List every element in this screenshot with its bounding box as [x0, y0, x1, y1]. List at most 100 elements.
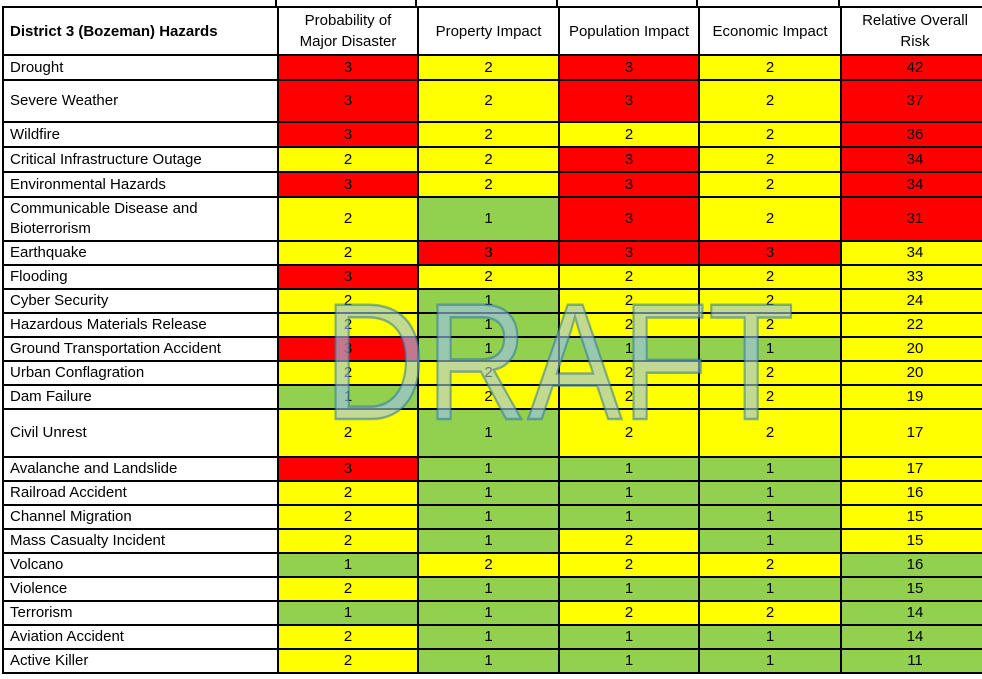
value-cell: 1 [560, 506, 698, 528]
value-cell: 3 [560, 81, 698, 121]
hazard-name: Avalanche and Landslide [4, 458, 277, 480]
value-cell: 2 [700, 290, 840, 312]
value-cell: 1 [700, 506, 840, 528]
hazard-name: Mass Casualty Incident [4, 530, 277, 552]
value-cell: 2 [279, 148, 417, 171]
value-cell: 1 [700, 530, 840, 552]
column-header-probability: Probability of Major Disaster [279, 8, 417, 54]
hazard-name: Dam Failure [4, 386, 277, 408]
value-cell: 2 [279, 290, 417, 312]
value-cell: 22 [842, 314, 982, 336]
value-cell: 1 [560, 338, 698, 360]
value-cell: 3 [279, 458, 417, 480]
hazard-name: Wildfire [4, 123, 277, 146]
column-header-economic-impact: Economic Impact [700, 8, 840, 54]
value-cell: 16 [842, 554, 982, 576]
value-cell: 2 [419, 173, 558, 196]
value-cell: 3 [560, 173, 698, 196]
value-cell: 1 [700, 458, 840, 480]
value-cell: 34 [842, 173, 982, 196]
value-cell: 14 [842, 626, 982, 648]
value-cell: 33 [842, 266, 982, 288]
value-cell: 3 [560, 148, 698, 171]
value-cell: 1 [279, 386, 417, 408]
value-cell: 14 [842, 602, 982, 624]
table-title: District 3 (Bozeman) Hazards [4, 8, 277, 54]
value-cell: 34 [842, 242, 982, 264]
hazard-name: Severe Weather [4, 81, 277, 121]
value-cell: 1 [419, 458, 558, 480]
hazard-name: Drought [4, 56, 277, 79]
value-cell: 2 [279, 650, 417, 672]
value-cell: 2 [279, 482, 417, 504]
column-header-population-impact: Population Impact [560, 8, 698, 54]
value-cell: 2 [560, 314, 698, 336]
value-cell: 17 [842, 458, 982, 480]
value-cell: 37 [842, 81, 982, 121]
hazard-name: Volcano [4, 554, 277, 576]
value-cell: 2 [700, 410, 840, 456]
value-cell: 2 [700, 56, 840, 79]
value-cell: 20 [842, 338, 982, 360]
value-cell: 15 [842, 530, 982, 552]
value-cell: 2 [279, 362, 417, 384]
value-cell: 3 [560, 198, 698, 240]
value-cell: 15 [842, 578, 982, 600]
value-cell: 2 [419, 266, 558, 288]
value-cell: 19 [842, 386, 982, 408]
value-cell: 1 [700, 650, 840, 672]
value-cell: 1 [419, 578, 558, 600]
value-cell: 2 [419, 362, 558, 384]
value-cell: 2 [279, 530, 417, 552]
value-cell: 2 [560, 602, 698, 624]
hazard-name: Environmental Hazards [4, 173, 277, 196]
value-cell: 1 [560, 458, 698, 480]
value-cell: 1 [419, 338, 558, 360]
hazard-name: Active Killer [4, 650, 277, 672]
value-cell: 1 [279, 602, 417, 624]
value-cell: 1 [419, 602, 558, 624]
value-cell: 2 [700, 266, 840, 288]
value-cell: 1 [700, 482, 840, 504]
column-gridline-tick [556, 0, 558, 8]
value-cell: 3 [279, 123, 417, 146]
value-cell: 1 [419, 314, 558, 336]
value-cell: 1 [560, 650, 698, 672]
value-cell: 2 [700, 602, 840, 624]
value-cell: 17 [842, 410, 982, 456]
hazard-name: Urban Conflagration [4, 362, 277, 384]
value-cell: 2 [279, 242, 417, 264]
value-cell: 2 [700, 386, 840, 408]
value-cell: 3 [560, 56, 698, 79]
value-cell: 2 [560, 410, 698, 456]
value-cell: 2 [700, 81, 840, 121]
value-cell: 1 [419, 530, 558, 552]
value-cell: 2 [560, 123, 698, 146]
value-cell: 3 [279, 81, 417, 121]
value-cell: 31 [842, 198, 982, 240]
value-cell: 15 [842, 506, 982, 528]
value-cell: 2 [279, 410, 417, 456]
column-gridline-tick [696, 0, 698, 8]
value-cell: 1 [279, 554, 417, 576]
value-cell: 1 [419, 650, 558, 672]
column-gridline-tick [415, 0, 417, 8]
value-cell: 2 [419, 56, 558, 79]
value-cell: 2 [560, 530, 698, 552]
value-cell: 2 [560, 554, 698, 576]
value-cell: 2 [419, 386, 558, 408]
value-cell: 2 [279, 198, 417, 240]
hazard-name: Earthquake [4, 242, 277, 264]
value-cell: 2 [419, 148, 558, 171]
value-cell: 2 [279, 626, 417, 648]
value-cell: 1 [419, 506, 558, 528]
value-cell: 1 [700, 338, 840, 360]
hazard-name: Violence [4, 578, 277, 600]
value-cell: 2 [700, 198, 840, 240]
hazard-name: Cyber Security [4, 290, 277, 312]
value-cell: 3 [279, 173, 417, 196]
value-cell: 36 [842, 123, 982, 146]
value-cell: 1 [419, 482, 558, 504]
column-gridline-tick [275, 0, 277, 8]
